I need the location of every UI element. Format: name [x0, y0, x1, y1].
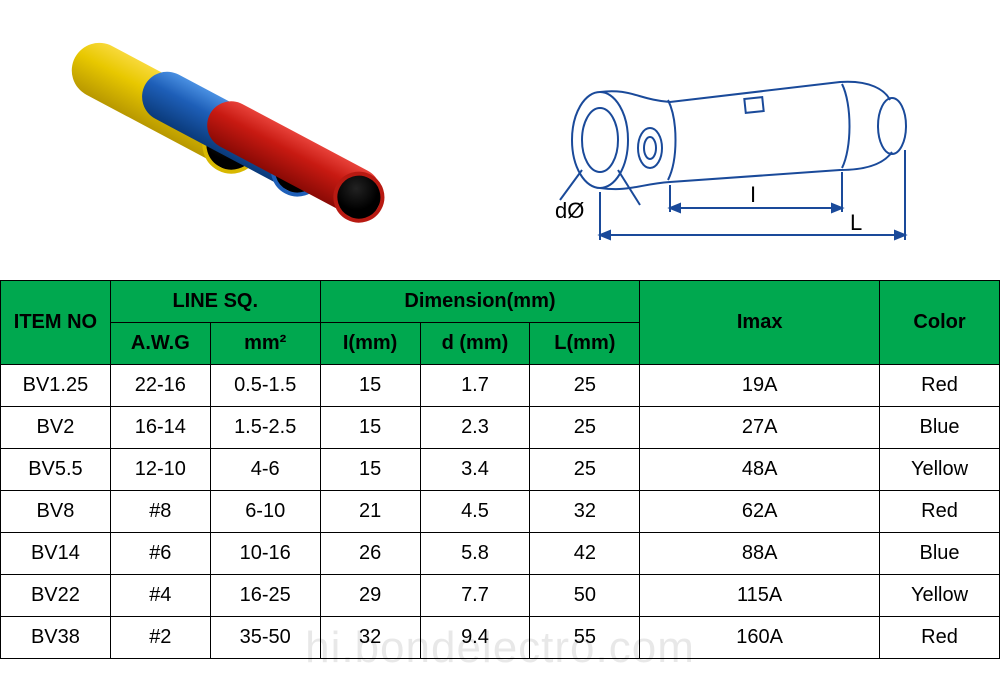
- cell-item: BV14: [1, 533, 111, 575]
- th-imax: Imax: [640, 281, 880, 365]
- cell-mm2: 16-25: [210, 575, 320, 617]
- label-inner-length: I: [750, 182, 756, 207]
- th-dimension: Dimension(mm): [320, 281, 640, 323]
- cell-awg: 16-14: [110, 407, 210, 449]
- cell-color: Red: [880, 617, 1000, 659]
- cell-color: Yellow: [880, 449, 1000, 491]
- product-photo: [0, 0, 500, 280]
- table-row: BV216-141.5-2.5152.32527ABlue: [1, 407, 1000, 449]
- cell-mm2: 35-50: [210, 617, 320, 659]
- cell-awg: 12-10: [110, 449, 210, 491]
- cell-imax: 88A: [640, 533, 880, 575]
- cell-l: 25: [530, 449, 640, 491]
- cell-mm2: 1.5-2.5: [210, 407, 320, 449]
- cell-d: 5.8: [420, 533, 530, 575]
- spec-table-body: BV1.2522-160.5-1.5151.72519ARedBV216-141…: [1, 365, 1000, 659]
- top-section: dØ I L: [0, 0, 1000, 280]
- cell-mm2: 6-10: [210, 491, 320, 533]
- cell-imax: 160A: [640, 617, 880, 659]
- cell-i: 21: [320, 491, 420, 533]
- label-outer-length: L: [850, 210, 862, 235]
- cell-item: BV22: [1, 575, 111, 617]
- cell-imax: 115A: [640, 575, 880, 617]
- cell-mm2: 10-16: [210, 533, 320, 575]
- th-l-mm: L(mm): [530, 323, 640, 365]
- th-d-mm: d (mm): [420, 323, 530, 365]
- th-i-mm: I(mm): [320, 323, 420, 365]
- spec-table: ITEM NO LINE SQ. Dimension(mm) Imax Colo…: [0, 280, 1000, 659]
- table-row: BV38#235-50329.455160ARed: [1, 617, 1000, 659]
- cell-i: 29: [320, 575, 420, 617]
- cell-imax: 27A: [640, 407, 880, 449]
- cell-awg: #6: [110, 533, 210, 575]
- cell-d: 2.3: [420, 407, 530, 449]
- cell-i: 15: [320, 407, 420, 449]
- cell-i: 15: [320, 365, 420, 407]
- th-color: Color: [880, 281, 1000, 365]
- cell-item: BV1.25: [1, 365, 111, 407]
- cell-i: 26: [320, 533, 420, 575]
- cell-d: 1.7: [420, 365, 530, 407]
- th-mm2: mm²: [210, 323, 320, 365]
- cell-l: 42: [530, 533, 640, 575]
- cell-awg: 22-16: [110, 365, 210, 407]
- table-row: BV22#416-25297.750115AYellow: [1, 575, 1000, 617]
- cell-awg: #4: [110, 575, 210, 617]
- th-item-no: ITEM NO: [1, 281, 111, 365]
- cell-mm2: 4-6: [210, 449, 320, 491]
- table-row: BV14#610-16265.84288ABlue: [1, 533, 1000, 575]
- cell-color: Blue: [880, 407, 1000, 449]
- th-line-sq: LINE SQ.: [110, 281, 320, 323]
- cell-l: 25: [530, 365, 640, 407]
- table-row: BV1.2522-160.5-1.5151.72519ARed: [1, 365, 1000, 407]
- cell-color: Yellow: [880, 575, 1000, 617]
- cell-color: Blue: [880, 533, 1000, 575]
- cell-d: 9.4: [420, 617, 530, 659]
- table-row: BV5.512-104-6153.42548AYellow: [1, 449, 1000, 491]
- cell-i: 15: [320, 449, 420, 491]
- cell-color: Red: [880, 365, 1000, 407]
- dimension-diagram: dØ I L: [500, 0, 1000, 280]
- cell-d: 3.4: [420, 449, 530, 491]
- cell-l: 32: [530, 491, 640, 533]
- table-row: BV8#86-10214.53262ARed: [1, 491, 1000, 533]
- cell-item: BV38: [1, 617, 111, 659]
- cell-awg: #2: [110, 617, 210, 659]
- label-diameter: dØ: [555, 198, 584, 223]
- cell-imax: 19A: [640, 365, 880, 407]
- cell-i: 32: [320, 617, 420, 659]
- cell-item: BV2: [1, 407, 111, 449]
- cell-item: BV5.5: [1, 449, 111, 491]
- cell-imax: 48A: [640, 449, 880, 491]
- cell-awg: #8: [110, 491, 210, 533]
- spec-table-wrap: ITEM NO LINE SQ. Dimension(mm) Imax Colo…: [0, 280, 1000, 659]
- th-awg: A.W.G: [110, 323, 210, 365]
- cell-imax: 62A: [640, 491, 880, 533]
- cell-d: 4.5: [420, 491, 530, 533]
- cell-l: 50: [530, 575, 640, 617]
- cell-d: 7.7: [420, 575, 530, 617]
- cell-color: Red: [880, 491, 1000, 533]
- cell-l: 25: [530, 407, 640, 449]
- cell-mm2: 0.5-1.5: [210, 365, 320, 407]
- cell-l: 55: [530, 617, 640, 659]
- cell-item: BV8: [1, 491, 111, 533]
